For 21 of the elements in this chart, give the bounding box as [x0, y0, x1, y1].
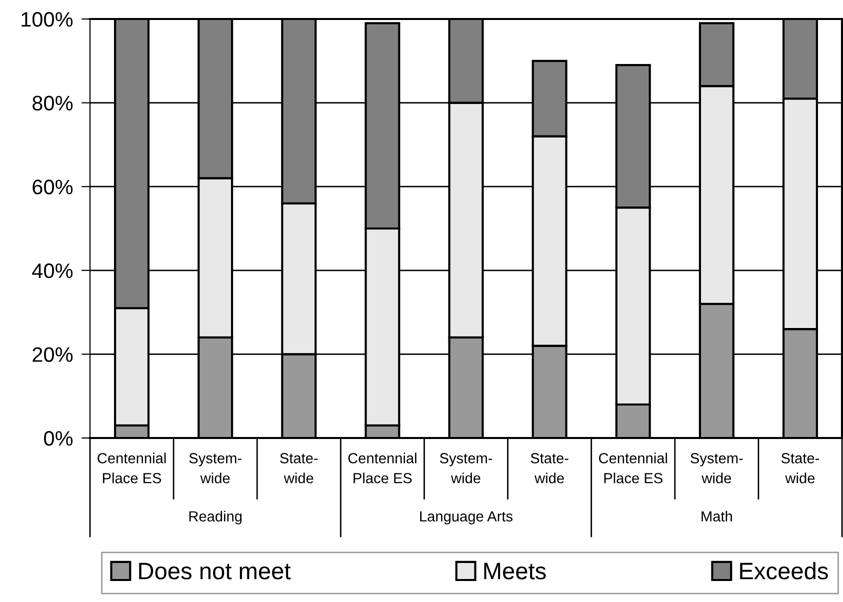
legend-label: Does not meet — [139, 562, 291, 580]
x-tick-label: State-wide — [530, 453, 568, 484]
text: Language Arts — [420, 511, 513, 524]
legend-label: Exceeds — [740, 562, 828, 580]
text: Reading — [189, 510, 242, 524]
x-tick-label: System-wide — [440, 453, 492, 484]
text: Math — [702, 510, 732, 522]
y-tick-label: 0% — [44, 431, 73, 446]
x-tick-label: System-wide — [690, 453, 743, 484]
x-tick-label: State-wide — [280, 453, 318, 484]
y-tick-label: 80% — [32, 96, 73, 111]
x-tick-label: State-wide — [781, 453, 820, 484]
y-tick-label: 60% — [32, 180, 73, 194]
x-tick-label: Centennial Place ES — [348, 452, 416, 484]
y-tick-label: 100% — [22, 12, 73, 27]
y-tick-label: 20% — [32, 347, 73, 362]
x-tick-label: System-wide — [189, 453, 242, 484]
y-tick-label: 40% — [32, 263, 73, 278]
legend-label: Meets — [484, 562, 546, 580]
x-tick-label: Centennial Place ES — [98, 452, 166, 484]
x-tick-label: Centennial Place ES — [598, 452, 667, 484]
